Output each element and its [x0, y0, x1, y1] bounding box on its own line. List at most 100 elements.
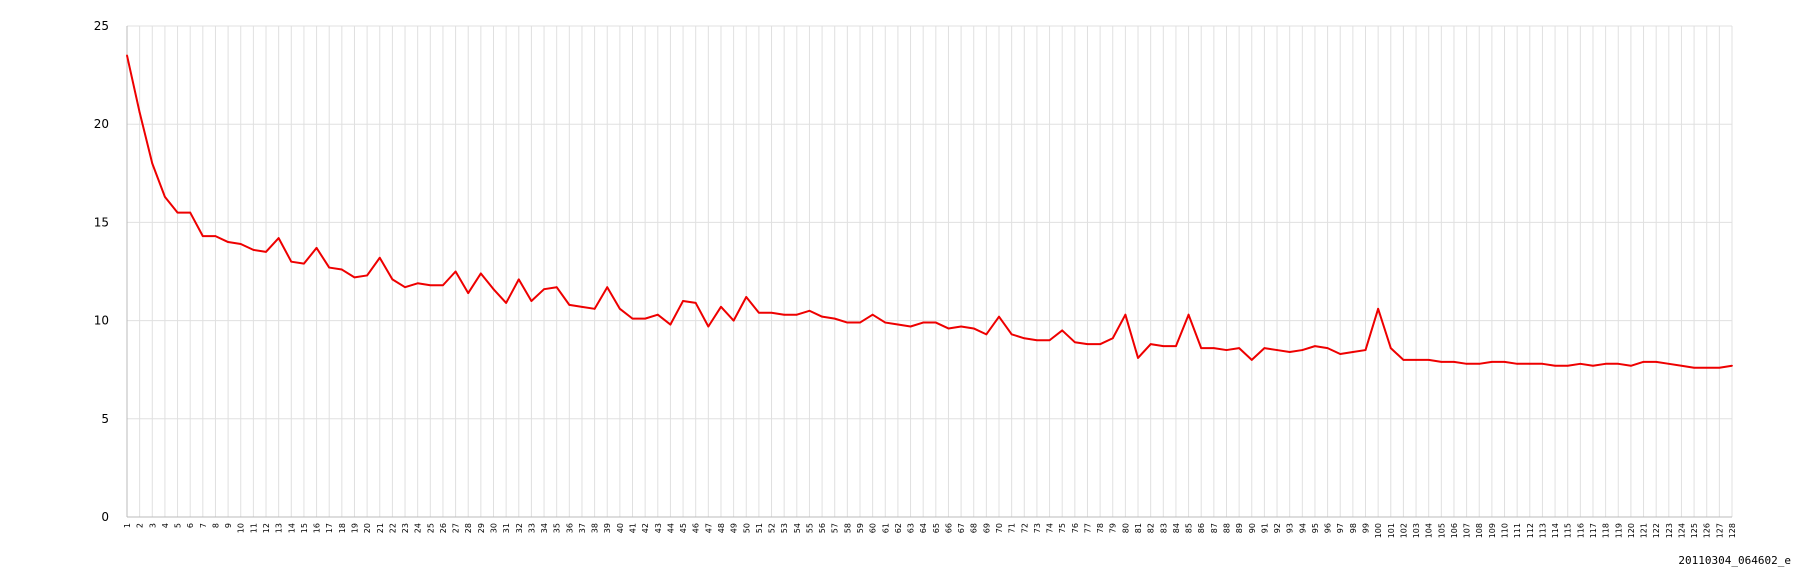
data-point [770, 311, 773, 314]
x-tick-label: 2 [136, 523, 145, 528]
data-point [1149, 343, 1152, 346]
x-tick-label: 100 [1374, 523, 1383, 538]
data-point [416, 282, 419, 285]
data-point [783, 313, 786, 316]
x-tick-label: 20 [363, 523, 372, 533]
data-point [454, 270, 457, 273]
data-point [1187, 313, 1190, 316]
x-tick-label: 43 [654, 523, 663, 533]
data-point [126, 54, 128, 57]
y-tick-label: 0 [101, 510, 109, 524]
x-tick-label: 24 [414, 523, 423, 533]
y-tick-label: 20 [94, 117, 109, 131]
data-point [934, 321, 937, 324]
data-point [1579, 362, 1582, 365]
data-point [303, 262, 305, 265]
x-tick-label: 124 [1677, 523, 1686, 538]
x-tick-label: 1 [123, 523, 132, 528]
data-point [1731, 364, 1733, 367]
x-tick-label: 5 [174, 523, 183, 528]
data-point [1705, 366, 1708, 369]
data-point [682, 300, 684, 302]
x-tick-label: 110 [1501, 523, 1510, 538]
x-tick-label: 95 [1311, 523, 1320, 533]
x-tick-label: 67 [957, 523, 966, 533]
y-tick-labels: 0 5 10 15 20 25 [94, 19, 109, 524]
series-line [126, 55, 1733, 369]
data-point [555, 286, 558, 289]
data-point [1238, 347, 1241, 349]
data-point [404, 286, 406, 289]
data-point [884, 321, 887, 324]
x-tick-label: 82 [1147, 523, 1156, 533]
data-point [1137, 357, 1139, 359]
data-point [252, 248, 255, 251]
data-point [1212, 347, 1215, 349]
data-point [517, 278, 520, 281]
x-tick-label: 4 [161, 523, 170, 528]
data-point [631, 317, 634, 320]
x-tick-label: 9 [224, 523, 233, 528]
x-tick-label: 56 [818, 523, 827, 533]
x-tick-label: 92 [1273, 523, 1282, 533]
data-point [340, 268, 343, 271]
data-point [1629, 364, 1632, 367]
x-tick-label: 54 [793, 523, 802, 533]
x-tick-label: 59 [856, 523, 865, 533]
x-tick-label: 71 [1008, 523, 1017, 533]
data-point [581, 305, 583, 308]
x-tick-label: 78 [1096, 523, 1105, 533]
x-tick-label: 68 [970, 523, 979, 533]
x-tick-label: 89 [1235, 523, 1244, 533]
data-point [315, 247, 318, 249]
x-tick-label: 3 [148, 523, 157, 528]
data-point [1364, 349, 1367, 351]
x-tick-label: 115 [1564, 523, 1573, 538]
x-tick-label: 73 [1033, 523, 1042, 533]
x-tick-label: 83 [1159, 523, 1168, 533]
data-point [1301, 349, 1304, 351]
x-tick-label: 33 [527, 523, 536, 533]
x-tick-label: 60 [869, 523, 878, 533]
data-point [189, 211, 192, 214]
x-tick-label: 126 [1703, 523, 1712, 538]
x-tick-label: 121 [1640, 523, 1649, 538]
data-point [1592, 364, 1594, 367]
data-point [1351, 351, 1354, 353]
data-point [1604, 362, 1607, 365]
x-tick-label: 19 [350, 523, 359, 533]
x-tick-label: 21 [376, 523, 385, 533]
x-tick-label: 46 [692, 523, 701, 533]
data-point [530, 300, 533, 302]
data-point [669, 323, 672, 326]
x-tick-label: 41 [629, 523, 638, 533]
data-point [1617, 362, 1620, 365]
data-point [1667, 362, 1670, 365]
data-point [1490, 360, 1493, 363]
x-tick-label: 70 [995, 523, 1004, 533]
data-point [1680, 364, 1683, 367]
data-point [1541, 362, 1544, 365]
x-tick-label: 77 [1083, 523, 1092, 533]
data-point [1276, 349, 1278, 351]
x-tick-label: 72 [1020, 523, 1029, 533]
data-point [1478, 362, 1481, 365]
x-tick-labels: 1 2 3 4 5 6 7 8 9 10 11 12 13 14 15 16 17 18 19 20 21 22 23 24 2… [123, 523, 1737, 538]
data-point [972, 327, 975, 330]
data-point [1503, 360, 1506, 363]
x-tick-label: 34 [540, 523, 549, 533]
data-point [593, 307, 596, 310]
x-tick-label: 106 [1450, 523, 1459, 538]
data-point [947, 327, 950, 330]
x-tick-label: 30 [489, 523, 498, 533]
x-tick-label: 44 [666, 523, 675, 533]
data-point [265, 250, 267, 253]
data-point [1061, 329, 1064, 332]
x-tick-label: 38 [591, 523, 600, 533]
data-point [757, 311, 760, 314]
x-tick-label: 11 [249, 523, 258, 533]
data-point [656, 313, 659, 316]
data-point [922, 321, 925, 324]
x-tick-label: 17 [325, 523, 334, 533]
